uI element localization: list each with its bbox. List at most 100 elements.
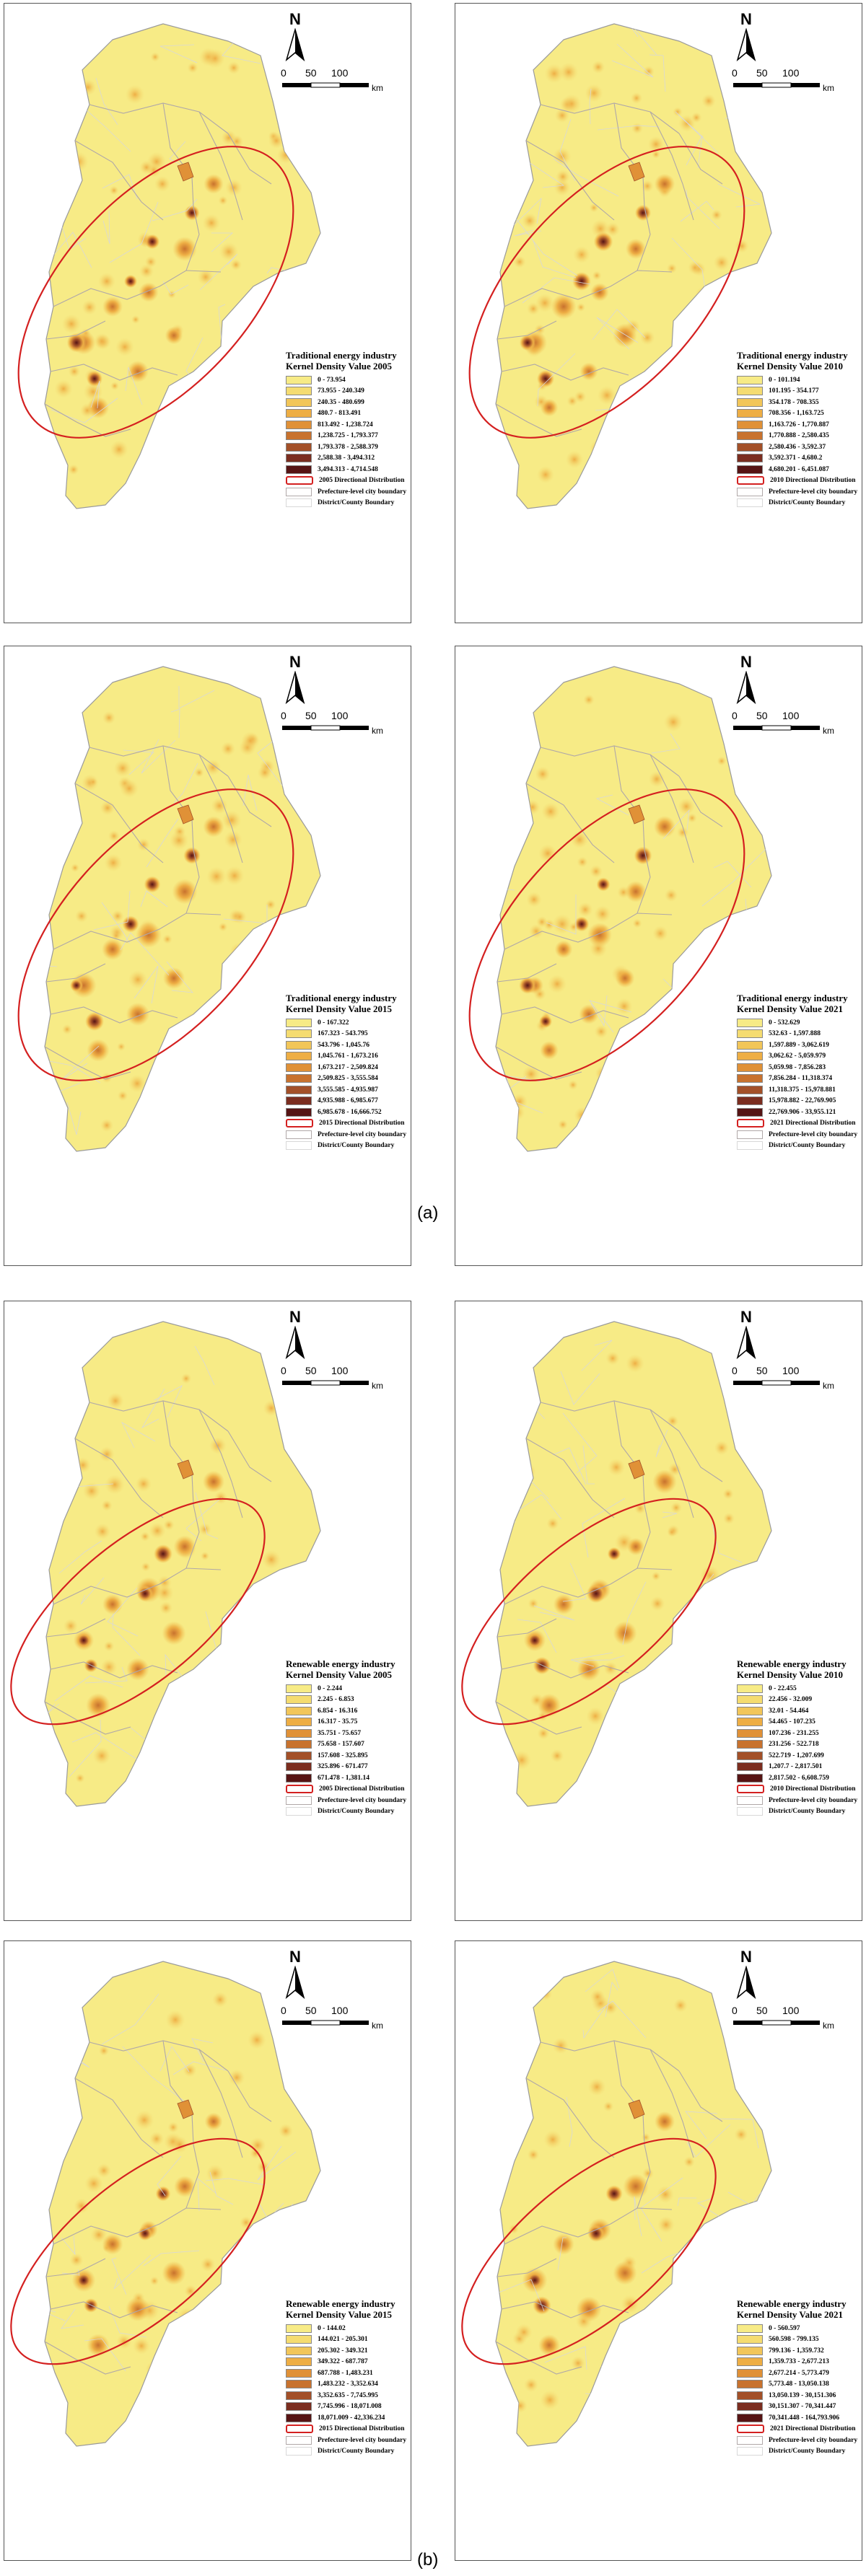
legend-class-label: 1,770.888 - 2,580.435 [769,432,829,440]
legend-class-label: 0 - 144.02 [318,2324,346,2332]
legend-swatch [737,1762,763,1772]
legend-class-label: 70,341.448 - 164,793.906 [769,2414,840,2422]
legend-swatch [286,1728,312,1738]
legend-swatch [737,1085,763,1094]
legend-swatch [737,387,763,396]
legend-district-swatch [286,498,312,508]
legend-swatch [286,409,312,418]
legend-prefecture-swatch [286,487,312,496]
legend-class-label: 799.136 - 1,359.732 [769,2347,824,2355]
legend-class-label: 0 - 2.244 [318,1684,343,1692]
legend-class-row: 799.136 - 1,359.732 [737,2345,862,2357]
legend-class-row: 22.456 - 32.009 [737,1694,862,1706]
legend-swatch [286,2335,312,2344]
kernel-density-map [10,1321,321,1807]
legend: Renewable energy industry Kernel Density… [286,1658,411,1817]
north-arrow: N [266,11,324,61]
legend-prefecture-row: Prefecture-level city boundary [737,1129,862,1140]
legend-class-label: 522.719 - 1,207.699 [769,1751,824,1759]
legend-title-line2: Kernel Density Value 2005 [286,361,392,372]
legend-title-line1: Renewable energy industry [737,1658,847,1669]
legend-class-row: 54.465 - 107.235 [737,1717,862,1728]
legend-class-label: 35.751 - 75.657 [318,1729,362,1737]
legend-swatch [737,1096,763,1106]
prefecture-boundaries [44,102,272,437]
scale-tick-0: 0 [281,710,287,721]
legend-prefecture-swatch [737,1130,763,1139]
legend-class-row: 3,062.62 - 5,059.979 [737,1051,862,1063]
legend-swatch [286,420,312,429]
map-panel: N 0 50 100 km Traditional energy industr… [455,646,862,1266]
legend-prefecture-label: Prefecture-level city boundary [318,2436,407,2444]
legend-swatch [286,1085,312,1094]
north-arrow: N [717,654,775,704]
prefecture-boundaries [495,745,723,1080]
legend-class-row: 2,580.436 - 3,592.37 [737,441,862,453]
legend-district-label: District/County Boundary [318,499,395,507]
legend: Traditional energy industry Kernel Densi… [286,350,411,509]
legend-ellipse-row: 2010 Directional Distribution [737,475,862,487]
legend-class-label: 2,509.825 - 3,555.584 [318,1075,378,1083]
legend-class-row: 13,050.139 - 30,151.306 [737,2390,862,2401]
legend-prefecture-row: Prefecture-level city boundary [286,486,411,498]
scale-unit: km [823,1381,834,1391]
legend-class-row: 6.854 - 16.316 [286,1705,411,1717]
directional-distribution-ellipse [468,788,745,1081]
legend-class-row: 231.256 - 522.718 [737,1739,862,1751]
legend-prefecture-label: Prefecture-level city boundary [769,488,858,496]
legend: Traditional energy industry Kernel Densi… [737,993,862,1151]
legend-class-row: 1,673.217 - 2,509.824 [286,1062,411,1073]
legend-class-label: 0 - 73.954 [318,376,346,384]
legend-title-line1: Traditional energy industry [737,993,848,1003]
province-outline [495,23,772,509]
legend-class-label: 144.021 - 205.301 [318,2336,368,2344]
legend-swatch [286,2357,312,2367]
legend-ellipse-swatch [286,2425,313,2434]
legend-swatch [737,2391,763,2400]
legend-class-row: 5,059.98 - 7,856.283 [737,1062,862,1073]
legend-class-label: 543.796 - 1,045.76 [318,1041,370,1049]
legend-class-row: 2,677.214 - 5,773.479 [737,2368,862,2379]
legend-class-row: 1,793.378 - 2,588.379 [286,441,411,453]
legend-class-label: 32.01 - 54.464 [769,1707,809,1715]
scale-unit: km [823,83,834,93]
legend-prefecture-row: Prefecture-level city boundary [737,486,862,498]
legend-class-row: 0 - 144.02 [286,2323,411,2334]
legend-class-row: 0 - 532.629 [737,1017,862,1029]
legend-ellipse-label: 2005 Directional Distribution [319,1785,405,1793]
legend-swatch [286,1740,312,1749]
kernel-density-map [461,1321,772,1807]
legend-swatch [286,1773,312,1782]
legend-class-label: 532.63 - 1,597.888 [769,1030,821,1038]
legend-swatch [737,2335,763,2344]
north-arrow-icon [736,1326,756,1359]
legend-swatch [737,2346,763,2355]
legend-district-swatch [286,2447,312,2456]
legend-class-row: 30,151.307 - 70,341.447 [737,2401,862,2413]
legend-class-row: 167.323 - 543.795 [286,1029,411,1040]
legend-swatch [286,431,312,441]
legend-swatch [737,2402,763,2412]
legend-class-row: 1,359.733 - 2,677.213 [737,2357,862,2368]
legend-class-row: 5,773.48 - 13,050.138 [737,2379,862,2391]
legend-class-label: 2.245 - 6.853 [318,1696,354,1704]
figure-label-a: (a) [417,1203,439,1223]
legend-class-label: 349.322 - 687.787 [318,2358,368,2366]
legend-class-row: 3,494.313 - 4,714.548 [286,464,411,475]
legend-district-label: District/County Boundary [769,1142,846,1150]
north-label: N [289,653,301,671]
legend-district-row: District/County Boundary [286,1806,411,1818]
scale-bar: 0 50 100 km [281,1365,389,1394]
legend-class-row: 3,592.371 - 4,680.2 [737,453,862,465]
north-arrow-icon [736,28,756,61]
legend-prefecture-label: Prefecture-level city boundary [318,1130,407,1138]
legend-class-label: 167.323 - 543.795 [318,1030,368,1038]
legend-class-label: 7,856.284 - 11,318.374 [769,1075,833,1083]
legend-swatch [737,1107,763,1117]
legend-class-row: 2,817.502 - 6,608.759 [737,1772,862,1784]
legend-class-label: 480.7 - 813.491 [318,410,362,418]
scale-bar: 0 50 100 km [281,2005,389,2034]
scale-bar: 0 50 100 km [732,710,840,739]
legend-class-row: 15,978.882 - 22,769.905 [737,1096,862,1107]
legend-swatch [737,1040,763,1050]
